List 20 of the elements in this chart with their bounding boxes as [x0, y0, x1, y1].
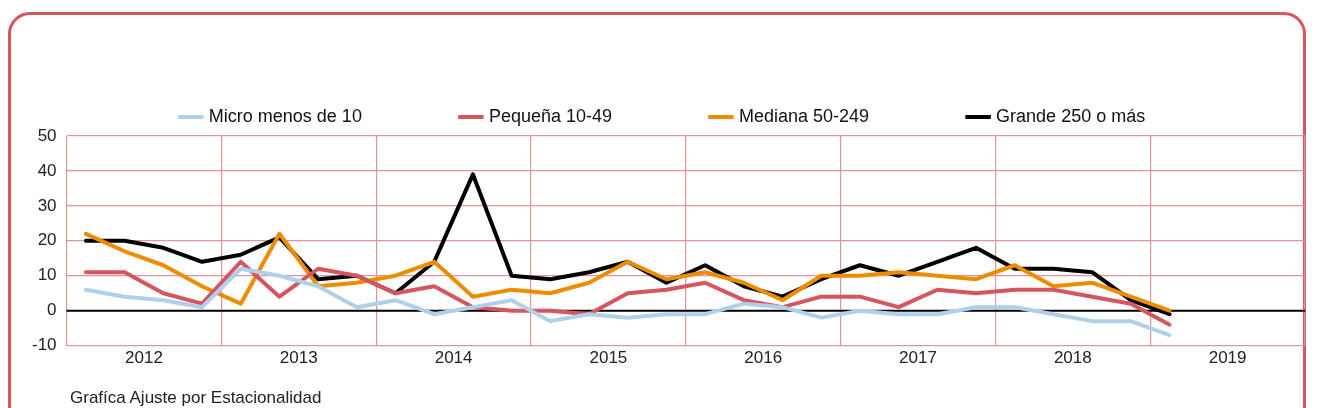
text: Grafíca Ajuste por Estacionalidad	[70, 388, 322, 408]
legend-label: Micro menos de 10	[208, 105, 362, 126]
x-tick-label: 2012	[125, 348, 163, 368]
x-tick-label: 2018	[1053, 348, 1092, 368]
y-tick-label: -10	[31, 335, 57, 355]
y-tick-label: 30	[37, 195, 57, 215]
y-tick-label: 40	[37, 160, 57, 180]
y-tick-label: 20	[37, 230, 57, 250]
y-tick-label: 10	[37, 265, 57, 285]
legend-label: Pequeña 10-49	[488, 105, 612, 126]
y-tick-label: 0	[47, 300, 57, 320]
x-tick-label: 2015	[589, 348, 628, 368]
legend-label: Mediana 50-249	[739, 105, 870, 126]
x-tick-label: 2017	[899, 348, 937, 368]
x-tick-label: 2016	[744, 348, 783, 368]
y-tick-label: 50	[37, 125, 57, 145]
legend-label: Grande 250 o más	[996, 105, 1146, 126]
x-tick-label: 2013	[279, 348, 318, 368]
x-tick-label: 2019	[1208, 348, 1247, 368]
x-tick-label: 2014	[434, 348, 473, 368]
